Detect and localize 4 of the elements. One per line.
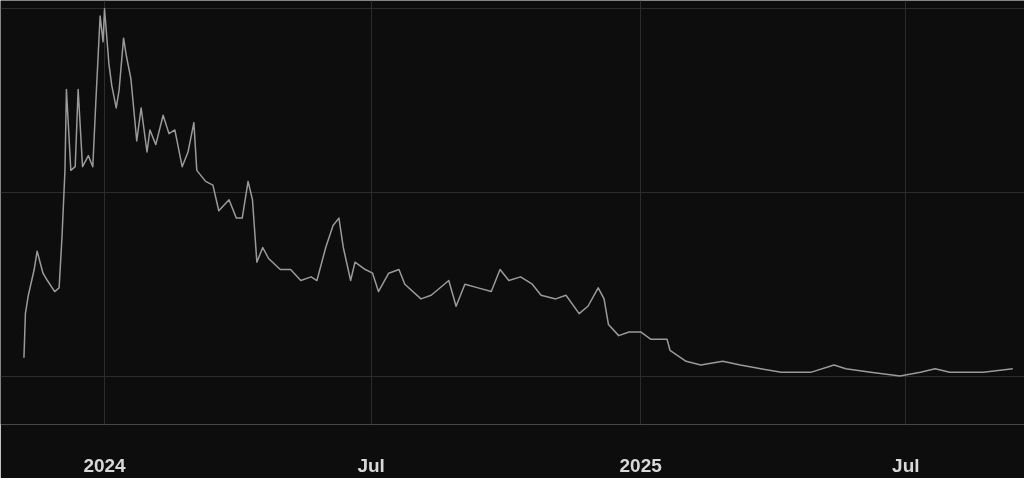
x-tick-label: 2024: [83, 454, 127, 476]
x-tick-label: Jul: [892, 454, 920, 476]
x-tick-label: Jul: [357, 454, 385, 476]
x-tick-label: 2025: [619, 454, 663, 476]
